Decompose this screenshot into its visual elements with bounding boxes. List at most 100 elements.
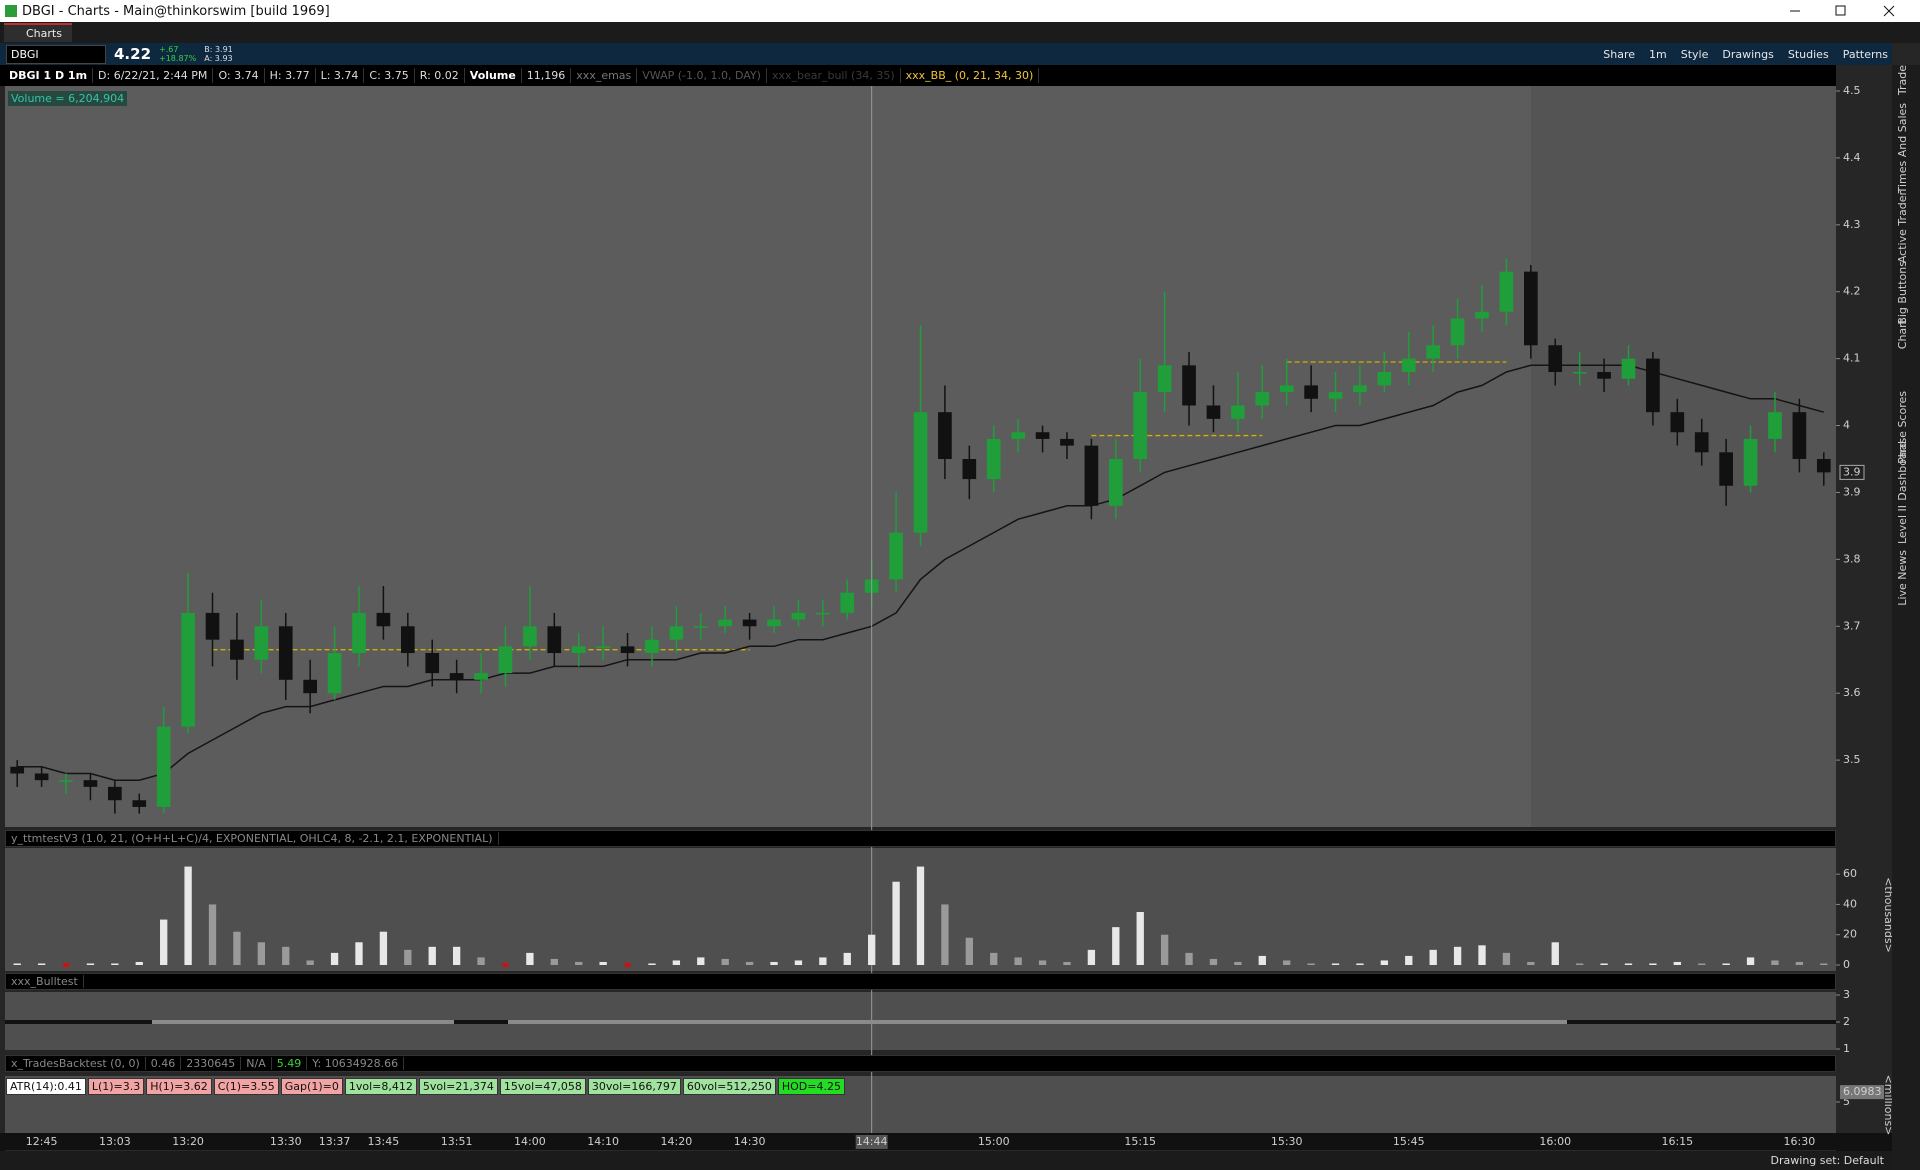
toolbar-button[interactable]: Style [1680,47,1709,61]
histogram-bar [1795,961,1804,965]
drawing-set[interactable]: Drawing set: Default [1770,1154,1884,1167]
badge: C(1)=3.55 [213,1078,279,1095]
price-chart: 3.5 3.6 3.7 3.8 3.9 4 4.1 4.2 4.3 4.4 4.5 12:45 13:0… [10,84,1865,1149]
candle-body [425,653,440,674]
x-tick-label: 14:10 [587,1135,619,1148]
study-field: N/A [241,1057,272,1070]
histogram-bar [941,904,949,965]
histogram-bar [257,942,266,965]
candle-body [1353,385,1367,393]
histogram-bar [599,961,607,965]
bar-volume: 11,196 [522,68,572,83]
candle-body [1011,432,1025,439]
candle-body [327,653,342,694]
toolbar-button[interactable]: Patterns [1842,47,1888,61]
study-title[interactable]: x_TradesBacktest (0, 0) [6,1057,146,1070]
bar-date: D: 6/22/21, 2:44 PM [93,68,214,83]
histogram-bar [379,931,388,965]
candle-body [205,612,220,640]
candle-body [83,780,98,787]
candle-body [1743,438,1758,486]
candle-body [620,646,635,654]
histogram-bar [1063,961,1071,965]
sidebar-tab[interactable]: Live News [1896,550,1909,606]
study-title[interactable]: y_ttmtestV3 (1.0, 21, (O+H+L+C)/4, EXPON… [6,832,499,845]
toolbar-button[interactable]: 1m [1649,47,1667,61]
candle-body [1597,372,1611,379]
study-name[interactable]: VWAP (-1.0, 1.0, DAY) [637,68,767,83]
candle-body [1182,365,1196,406]
bar-low: L: 3.74 [316,68,365,83]
study-state: 1 2 3 [5,988,1850,1055]
x-tick-label: 14:30 [734,1135,766,1148]
study-field: 0.46 [146,1057,182,1070]
sidebar-tab[interactable]: Active Trader [1896,191,1909,264]
candle-body [596,646,610,648]
bar-close: C: 3.75 [364,68,415,83]
histogram-bar [1698,963,1706,965]
candle-body [1499,271,1514,312]
sidebar-tab[interactable]: Chart [1896,319,1909,350]
sidebar-tab[interactable]: Big Buttons [1896,261,1909,325]
badge: 30vol=166,797 [587,1078,681,1095]
badge: L(1)=3.3 [87,1078,145,1095]
histogram-bar [843,952,851,965]
candle-body [1768,412,1782,439]
candle-body [523,626,537,647]
candle-body [1670,412,1685,433]
x-tick-label: 15:00 [978,1135,1010,1148]
study-title[interactable]: xxx_Bulltest [6,975,84,988]
toolbar-button[interactable]: Studies [1787,47,1829,61]
toolbar-button[interactable]: Drawings [1722,47,1774,61]
x-tick-label: 15:45 [1393,1135,1425,1148]
candle-body [767,619,781,627]
candle-body [108,786,122,801]
histogram-bar [1673,961,1681,965]
candle-body [156,726,171,807]
histogram-bar [1136,912,1144,965]
candle-body [10,766,25,774]
quote: B: 3.91 A: 3.93 [204,45,233,63]
histogram-bar [184,866,192,965]
sidebar-tab[interactable]: Times And Sales [1896,103,1909,194]
histogram-bar [1820,963,1828,965]
histogram-bar [672,960,681,965]
candle-body [1450,318,1465,346]
study-field: Y: 10634928.66 [307,1057,405,1070]
sidebar-tab[interactable]: Trade [1896,65,1909,96]
x-tick-label: 16:15 [1661,1135,1693,1148]
y-tick-label: 4.2 [1843,285,1861,298]
sidebar-tab[interactable]: Level II [1896,505,1909,545]
candle-body [1108,459,1123,506]
x-tick-label: 13:37 [319,1135,351,1148]
y-tick-label: 3.6 [1843,686,1861,699]
study-name[interactable]: xxx_BB_ (0, 21, 34, 30) [901,68,1040,83]
study-name[interactable]: xxx_emas [571,68,638,83]
histogram-bar [1038,960,1047,965]
candle-body [1523,271,1538,346]
y-axis-label: <millions> [1882,1075,1892,1136]
toolbar-button[interactable]: Share [1603,47,1636,61]
symbol-box[interactable]: DBGI [6,44,106,64]
study-label: y_ttmtestV3 (1.0, 21, (O+H+L+C)/4, EXPON… [5,830,1836,847]
y-tick-label: 4.1 [1843,352,1861,365]
candle-body [1816,459,1831,473]
candle-body [1426,345,1441,359]
histogram-bar [1429,949,1437,965]
tab[interactable]: Charts [4,23,72,42]
histogram-bar [1771,960,1779,965]
candle-body [59,780,73,782]
study-histogram: 0 20 40 60 [13,866,1857,971]
histogram-bar [208,904,217,965]
candle-body [352,612,366,654]
study-name[interactable]: xxx_bear_bull (34, 35) [767,68,901,83]
x-tick-label: 14:44 [856,1135,888,1148]
badge: 5vol=21,374 [418,1078,498,1095]
histogram-bar [648,963,656,965]
histogram-bar [1405,955,1413,965]
candle-body [1255,392,1270,406]
y-tick-label: 3.5 [1843,753,1861,766]
window-controls[interactable] [1780,0,1910,22]
sidebar-tab[interactable]: Dashboard [1896,441,1909,501]
